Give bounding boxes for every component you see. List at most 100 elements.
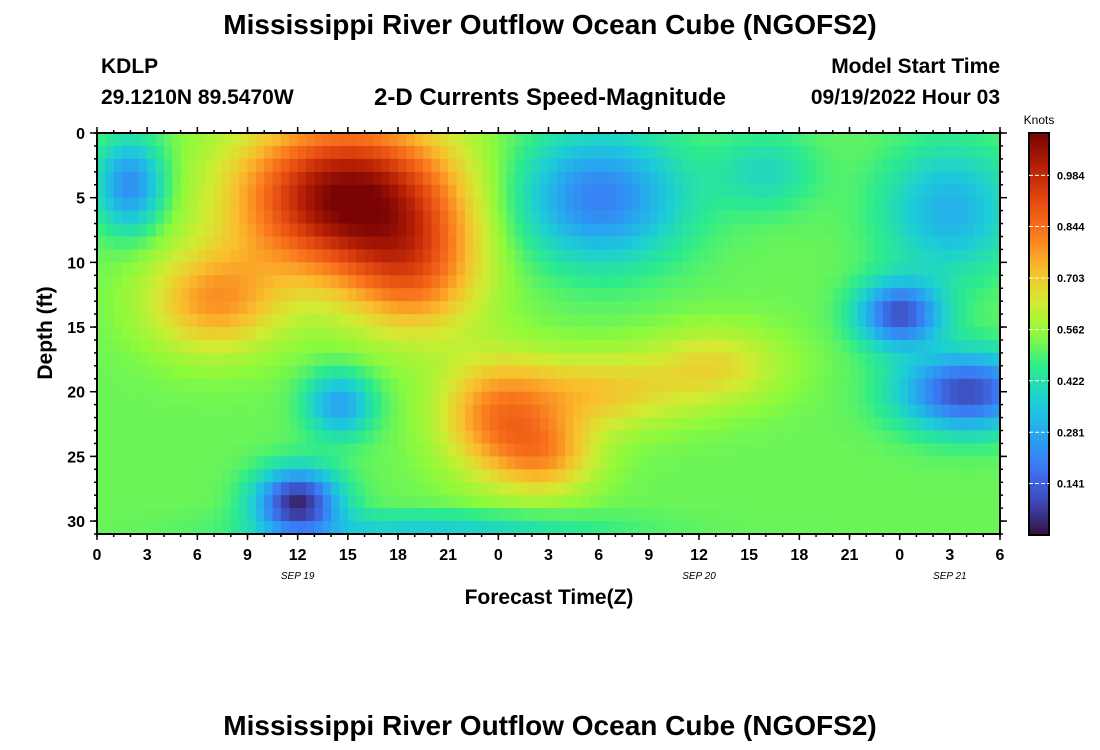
heatmap-cell	[841, 249, 851, 263]
heatmap-cell	[272, 249, 282, 263]
heatmap-cell	[699, 378, 708, 393]
heatmap-cell	[874, 443, 884, 457]
heatmap-cell	[707, 404, 717, 419]
heatmap-cell	[473, 288, 483, 302]
heatmap-cell	[205, 210, 215, 225]
heatmap-cell	[147, 133, 157, 147]
heatmap-cell	[941, 327, 951, 341]
colorbar-segment	[1029, 133, 1049, 137]
heatmap-cell	[740, 521, 750, 535]
heatmap-cell	[782, 171, 792, 186]
heatmap-cell	[799, 404, 809, 419]
heatmap-cell	[172, 236, 182, 251]
heatmap-cell	[113, 482, 123, 496]
heatmap-cell	[874, 197, 884, 212]
heatmap-cell	[515, 210, 525, 225]
heatmap-cell	[648, 145, 658, 160]
colorbar-segment	[1029, 307, 1049, 312]
heatmap-cell	[816, 469, 826, 483]
heatmap-cell	[464, 249, 474, 263]
heatmap-cell	[699, 482, 708, 496]
heatmap-cell	[314, 430, 324, 445]
heatmap-cell	[138, 262, 148, 276]
heatmap-cell	[230, 378, 240, 393]
heatmap-cell	[849, 275, 859, 289]
heatmap-cell	[832, 275, 842, 289]
heatmap-cell	[222, 378, 232, 393]
heatmap-cell	[740, 430, 750, 445]
heatmap-cell	[331, 521, 341, 535]
heatmap-cell	[172, 171, 182, 186]
colorbar-segment	[1029, 287, 1049, 292]
heatmap-cell	[816, 275, 826, 289]
heatmap-cell	[682, 378, 692, 393]
heatmap-cell	[765, 145, 775, 160]
heatmap-cell	[347, 288, 357, 302]
heatmap-cell	[230, 158, 240, 173]
heatmap-cell	[590, 197, 600, 212]
heatmap-cell	[882, 456, 892, 470]
heatmap-cell	[214, 301, 224, 315]
heatmap-cell	[272, 236, 282, 251]
heatmap-cell	[749, 236, 759, 251]
heatmap-cell	[439, 430, 449, 445]
heatmap-cell	[163, 352, 173, 367]
colorbar-segment	[1029, 220, 1049, 225]
heatmap-cell	[941, 197, 951, 212]
heatmap-cell	[949, 158, 959, 173]
heatmap-cell	[648, 314, 658, 328]
heatmap-cell	[849, 314, 859, 328]
heatmap-cell	[665, 210, 675, 225]
heatmap-cell	[356, 184, 366, 199]
colorbar-segment	[1029, 427, 1049, 432]
heatmap-cell	[548, 133, 558, 147]
heatmap-cell	[640, 417, 650, 432]
heatmap-cell	[97, 378, 106, 393]
heatmap-cell	[707, 236, 717, 251]
heatmap-cell	[230, 430, 240, 445]
heatmap-cell	[97, 456, 106, 470]
heatmap-cell	[372, 352, 382, 367]
heatmap-cell	[439, 456, 449, 470]
heatmap-cell	[489, 430, 499, 445]
heatmap-cell	[481, 158, 491, 173]
heatmap-cell	[339, 430, 349, 445]
heatmap-cell	[824, 314, 834, 328]
heatmap-cell	[916, 236, 926, 251]
heatmap-cell	[715, 249, 725, 263]
heatmap-cell	[841, 365, 851, 380]
heatmap-cell	[122, 184, 132, 199]
heatmap-cell	[648, 521, 658, 535]
heatmap-cell	[347, 378, 357, 393]
heatmap-cell	[849, 391, 859, 406]
heatmap-cell	[372, 469, 382, 483]
heatmap-cell	[138, 184, 148, 199]
heatmap-cell	[790, 133, 800, 147]
heatmap-cell	[765, 469, 775, 483]
heatmap-cell	[239, 378, 249, 393]
heatmap-cell	[607, 314, 616, 328]
heatmap-cell	[949, 314, 959, 328]
heatmap-cell	[456, 482, 466, 496]
heatmap-cell	[515, 133, 525, 147]
heatmap-cell	[857, 352, 867, 367]
heatmap-cell	[824, 158, 834, 173]
heatmap-cell	[515, 391, 525, 406]
heatmap-cell	[556, 521, 566, 535]
heatmap-cell	[322, 197, 332, 212]
heatmap-cell	[372, 404, 382, 419]
heatmap-cell	[255, 262, 265, 276]
heatmap-cell	[431, 197, 441, 212]
heatmap-cell	[205, 197, 215, 212]
heatmap-cell	[740, 365, 750, 380]
colorbar-segment	[1029, 367, 1049, 372]
heatmap-cell	[765, 133, 775, 147]
heatmap-cell	[130, 262, 140, 276]
heatmap-cell	[464, 443, 474, 457]
heatmap-cell	[289, 133, 299, 147]
heatmap-cell	[448, 482, 458, 496]
heatmap-cell	[489, 314, 499, 328]
heatmap-cell	[849, 378, 859, 393]
heatmap-cell	[657, 404, 667, 419]
heatmap-cell	[264, 404, 274, 419]
